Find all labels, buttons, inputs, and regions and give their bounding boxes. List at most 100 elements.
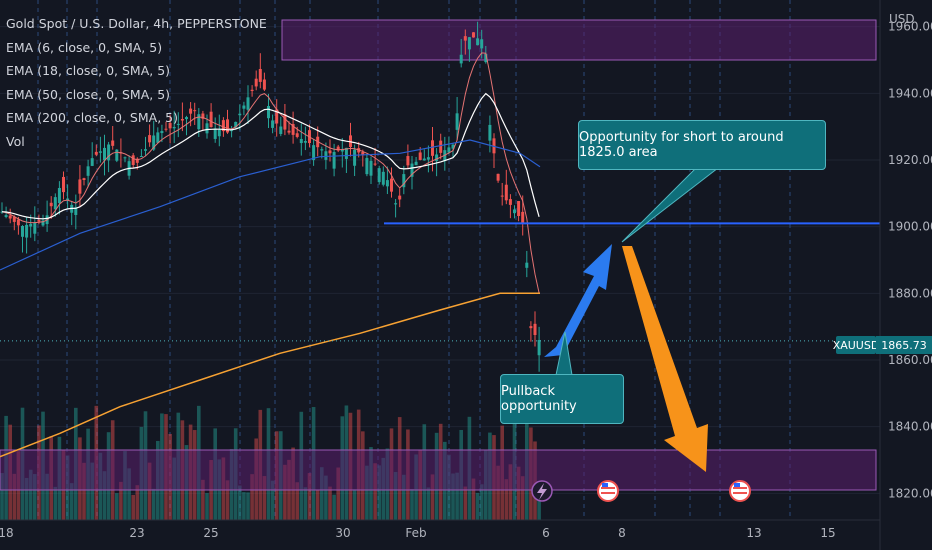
legend-ema50[interactable]: EMA (50, close, 0, SMA, 5) [6, 86, 171, 102]
candle-body [455, 113, 459, 130]
event-icons[interactable] [531, 480, 751, 502]
volume-bar [33, 474, 37, 520]
candle-body [172, 126, 176, 129]
candle-body [418, 152, 422, 160]
candle-body [525, 262, 529, 268]
candle-body [193, 110, 197, 112]
volume-bar [115, 493, 119, 520]
candle-body [53, 197, 57, 210]
x-tick-label: 18 [0, 526, 14, 540]
volume-bar [471, 478, 476, 520]
candle-body [82, 178, 86, 180]
candle-body [148, 135, 152, 143]
candle-body [37, 220, 41, 222]
volume-bar [508, 464, 513, 520]
volume-bar [479, 484, 484, 520]
lightning-event-icon[interactable] [531, 480, 553, 502]
candle-body [29, 223, 33, 227]
candle-body [135, 158, 139, 163]
candle-body [381, 171, 385, 185]
candle-body [213, 128, 217, 139]
volume-bar [496, 465, 500, 520]
candle-body [328, 150, 332, 154]
candle-body [16, 219, 20, 226]
candle-body [500, 195, 504, 197]
candle-body [476, 38, 480, 46]
us-flag-event-icon[interactable] [729, 480, 751, 502]
ema200-line [0, 292, 540, 458]
candle-body [66, 198, 70, 201]
candle-body [62, 176, 65, 193]
legend-title: Gold Spot / U.S. Dollar, 4h, PEPPERSTONE [6, 16, 267, 31]
ema50-line [0, 139, 541, 271]
candle-body [344, 147, 348, 159]
legend-vol[interactable]: Vol [6, 133, 25, 149]
candle-body [361, 152, 365, 156]
volume-bar [455, 472, 459, 520]
resistance-zone[interactable] [281, 19, 877, 61]
blue-arrow[interactable] [544, 244, 612, 357]
x-tick-label: 15 [820, 526, 835, 540]
volume-bar [242, 492, 246, 520]
candle-body [275, 109, 279, 124]
candle-body [221, 120, 225, 132]
candle-body [365, 157, 369, 175]
candle-body [472, 32, 475, 38]
pullback-callout[interactable]: Pullback opportunity [500, 374, 624, 424]
legend-ema6[interactable]: EMA (6, close, 0, SMA, 5) [6, 39, 163, 55]
candle-body [12, 216, 16, 222]
volume-bar [205, 493, 209, 520]
volume-bar [463, 486, 468, 520]
candle-body [340, 149, 344, 152]
y-tick-label: 1880.00 [888, 286, 932, 300]
candle-body [422, 158, 426, 161]
candle-body [385, 180, 389, 187]
candle-body [238, 113, 242, 116]
volume-bar [151, 488, 156, 520]
volume-bar [352, 489, 357, 520]
volume-bar [365, 465, 369, 520]
candle-body [451, 144, 455, 149]
price-tag-symbol: XAUUSD [832, 338, 880, 352]
y-tick-label: 1940.00 [888, 86, 932, 100]
volume-bar [315, 490, 320, 520]
volume-bar [373, 463, 377, 520]
volume-bar [82, 462, 86, 520]
volume-bar [147, 462, 152, 520]
candle-body [189, 108, 193, 114]
candle-body [156, 132, 160, 143]
candle-body [94, 151, 98, 155]
candle-body [180, 118, 184, 121]
price-tag-value: 1865.73 [876, 336, 932, 354]
candle-body [517, 201, 521, 216]
volume-bar [324, 475, 328, 520]
orange-arrow[interactable] [622, 246, 708, 472]
volume-bar [307, 473, 312, 520]
candle-body [226, 119, 229, 133]
candle-body [25, 224, 29, 238]
volume-bar [504, 479, 509, 520]
candle-body [4, 215, 8, 217]
candle-body [353, 149, 357, 166]
candle-body [197, 114, 201, 130]
candle-body [57, 188, 61, 204]
ema-lines [0, 52, 541, 458]
us-flag-event-icon[interactable] [597, 480, 619, 502]
candle-body [123, 157, 127, 159]
candles [0, 21, 541, 372]
y-tick-label: 1840.00 [888, 420, 932, 434]
volume-bar [537, 484, 541, 520]
candle-body [508, 199, 512, 205]
candle-body [115, 149, 119, 161]
legend-ema200[interactable]: EMA (200, close, 0, SMA, 5) [6, 110, 178, 125]
legend-ema18[interactable]: EMA (18, close, 0, SMA, 5) [6, 63, 171, 78]
volume-bar [24, 477, 29, 520]
candle-body [234, 121, 238, 128]
short-opportunity-callout[interactable]: Opportunity for short to around 1825.0 a… [578, 120, 826, 170]
candle-body [291, 124, 295, 135]
candle-body [279, 126, 283, 134]
target-zone[interactable] [0, 449, 877, 491]
volume-bar [475, 492, 480, 520]
candle-body [394, 203, 398, 205]
